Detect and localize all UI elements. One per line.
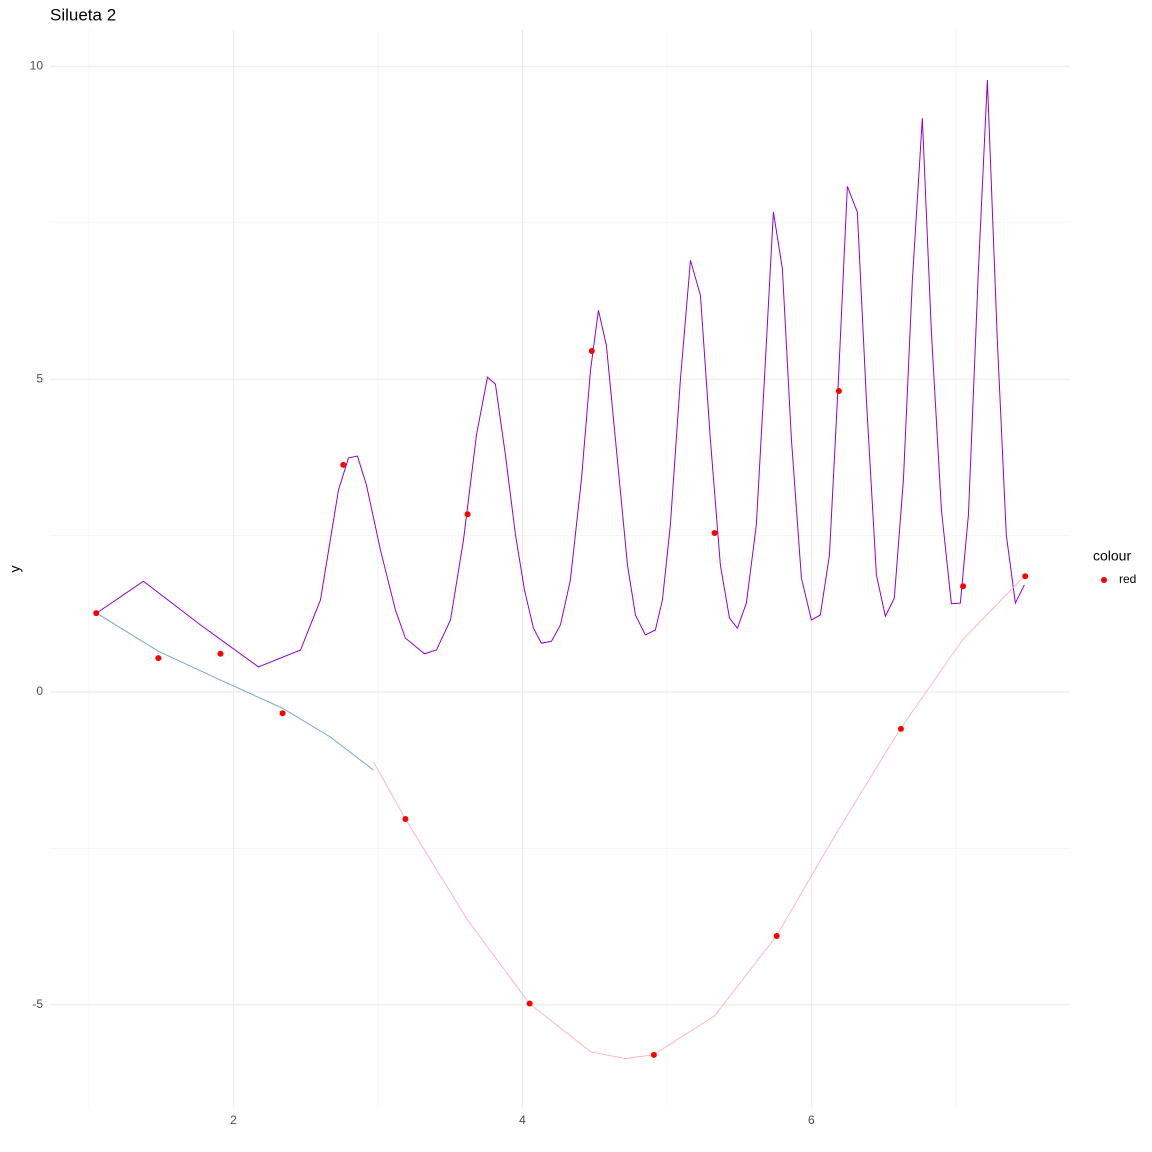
point <box>340 461 347 468</box>
chart-title: Silueta 2 <box>50 5 116 24</box>
point <box>773 932 780 939</box>
point <box>1022 573 1029 580</box>
point <box>279 710 286 717</box>
point <box>93 610 100 617</box>
point <box>155 655 162 662</box>
point <box>835 388 842 395</box>
x-tick-label: 4 <box>519 1113 526 1127</box>
point <box>588 347 595 354</box>
y-tick-label: 10 <box>30 58 44 72</box>
x-tick-label: 6 <box>808 1113 815 1127</box>
point <box>526 1000 533 1007</box>
y-tick-label: 5 <box>36 371 43 385</box>
y-tick-label: -5 <box>32 997 43 1011</box>
point <box>217 650 224 657</box>
point <box>402 815 409 822</box>
legend-label: red <box>1119 572 1136 586</box>
legend-marker <box>1101 577 1107 583</box>
point <box>711 530 718 537</box>
line <box>373 575 1025 1060</box>
line <box>96 612 374 771</box>
point <box>650 1051 657 1058</box>
y-axis-label: y <box>7 566 23 573</box>
point <box>464 511 471 518</box>
line <box>96 80 1025 668</box>
x-tick-label: 2 <box>230 1113 237 1127</box>
legend-title: colour <box>1093 548 1131 564</box>
point <box>897 725 904 732</box>
y-tick-label: 0 <box>36 684 43 698</box>
point <box>960 583 967 590</box>
